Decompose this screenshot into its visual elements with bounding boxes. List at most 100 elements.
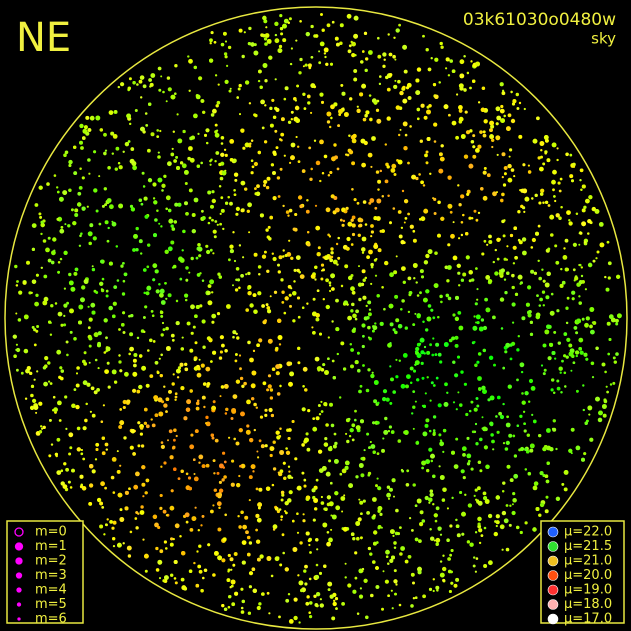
star xyxy=(375,170,380,174)
star xyxy=(305,601,310,606)
star xyxy=(233,552,238,556)
star xyxy=(213,472,216,475)
star xyxy=(404,217,408,220)
star xyxy=(347,417,351,421)
star xyxy=(531,413,534,416)
star xyxy=(376,99,380,103)
star xyxy=(409,366,414,371)
star xyxy=(373,541,377,546)
star xyxy=(360,419,364,424)
star xyxy=(370,165,373,168)
star xyxy=(239,464,242,468)
star xyxy=(544,150,548,154)
star xyxy=(439,152,443,157)
star xyxy=(245,530,249,534)
star xyxy=(247,552,251,557)
star xyxy=(341,510,344,513)
star xyxy=(563,354,567,358)
star xyxy=(488,240,493,244)
star xyxy=(358,594,364,599)
star xyxy=(240,587,244,591)
star xyxy=(435,506,440,511)
star xyxy=(145,291,150,296)
star xyxy=(513,454,518,458)
star xyxy=(248,571,254,576)
star xyxy=(371,136,376,141)
star xyxy=(228,89,232,93)
star xyxy=(375,566,379,570)
star xyxy=(292,319,296,323)
star xyxy=(49,333,53,336)
star xyxy=(575,331,579,335)
star xyxy=(507,163,512,169)
star xyxy=(573,326,578,330)
star xyxy=(63,462,67,466)
star xyxy=(346,153,350,157)
star xyxy=(409,125,412,128)
star xyxy=(315,160,321,166)
star xyxy=(97,367,100,370)
star xyxy=(267,384,272,389)
star xyxy=(470,60,473,63)
star xyxy=(91,413,96,418)
star xyxy=(564,238,569,243)
star xyxy=(422,431,428,437)
star xyxy=(197,243,201,247)
star xyxy=(369,441,372,443)
star xyxy=(292,547,298,552)
star xyxy=(106,198,112,203)
star xyxy=(511,321,515,324)
legends: m=0m=1m=2m=3m=4m=5m=6μ=22.0μ=21.5μ=21.0μ… xyxy=(14,525,612,627)
star xyxy=(241,54,245,59)
star xyxy=(95,442,100,447)
star xyxy=(62,484,68,489)
star xyxy=(155,289,160,294)
star xyxy=(190,433,194,437)
star xyxy=(390,377,394,382)
star xyxy=(16,280,19,283)
star xyxy=(321,172,325,175)
star xyxy=(474,570,477,573)
star xyxy=(165,397,170,402)
star xyxy=(205,366,211,372)
star xyxy=(40,222,45,228)
star xyxy=(247,271,251,276)
star xyxy=(583,352,588,357)
star xyxy=(250,171,254,175)
star xyxy=(578,347,582,351)
star xyxy=(253,50,259,56)
star xyxy=(378,82,381,85)
star xyxy=(456,533,461,538)
star xyxy=(82,426,87,431)
star xyxy=(213,488,217,492)
star xyxy=(168,429,173,434)
star xyxy=(105,289,109,293)
star xyxy=(240,411,245,417)
star xyxy=(543,445,548,449)
star xyxy=(145,124,149,127)
star xyxy=(315,317,320,322)
star xyxy=(245,80,250,85)
star xyxy=(160,315,164,318)
star xyxy=(351,438,355,442)
legend-label: μ=17.0 xyxy=(564,612,612,627)
star xyxy=(263,179,268,184)
star xyxy=(15,284,19,287)
star xyxy=(384,579,389,584)
star xyxy=(399,128,402,131)
star xyxy=(220,385,225,389)
star xyxy=(193,113,198,119)
star xyxy=(326,120,331,124)
star xyxy=(57,400,62,406)
star xyxy=(44,356,49,361)
star xyxy=(267,309,272,314)
star xyxy=(287,437,291,440)
star xyxy=(217,527,222,532)
star xyxy=(241,560,246,565)
star xyxy=(210,113,215,117)
star xyxy=(188,146,193,151)
star xyxy=(368,249,373,255)
star xyxy=(533,271,538,275)
star xyxy=(264,42,268,46)
star xyxy=(177,202,182,207)
